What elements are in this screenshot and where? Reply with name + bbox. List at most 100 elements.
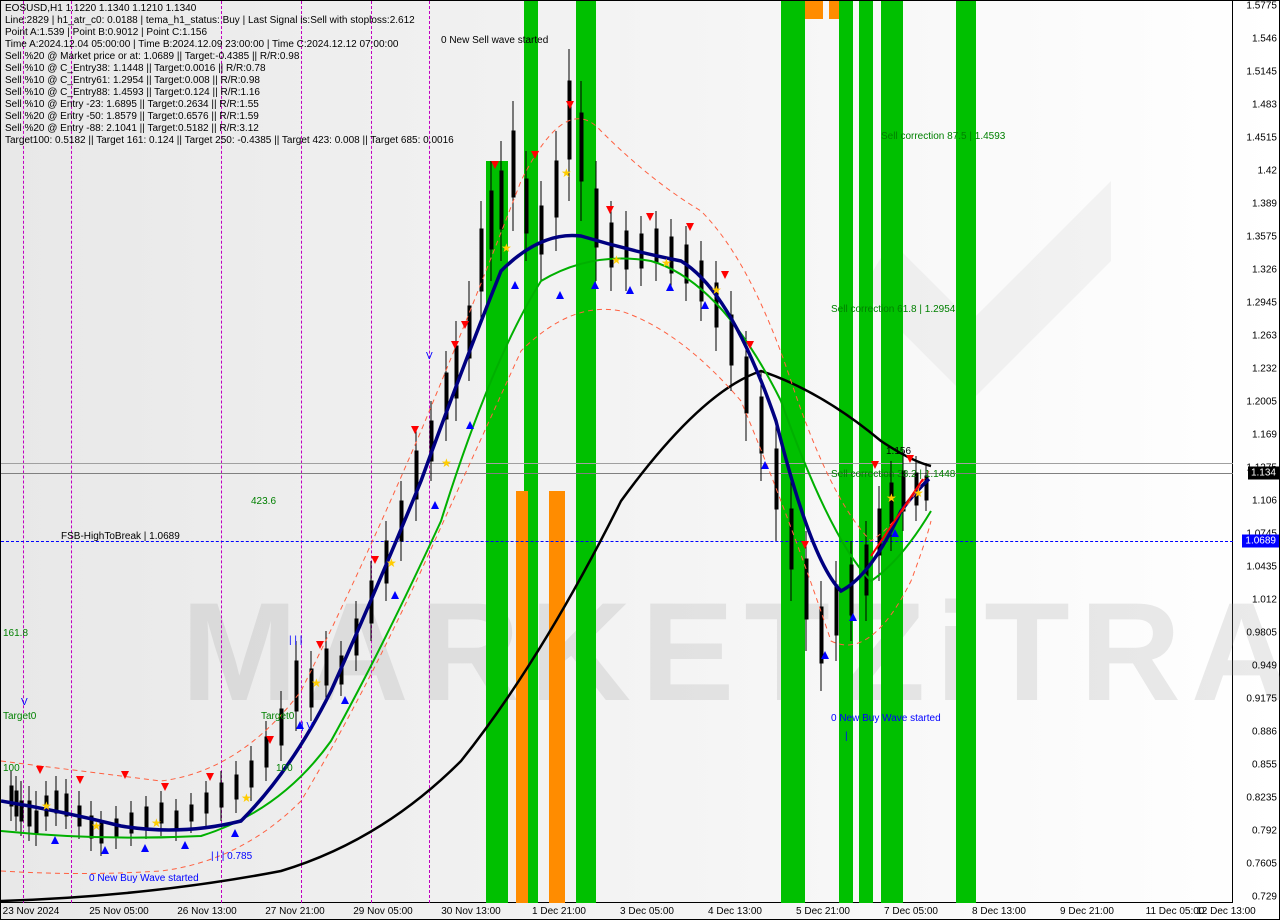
info-line: Sell %20 @ Entry -88: 2.1041 || Target:0…: [5, 123, 259, 134]
arrow-down-icon: [121, 771, 129, 779]
y-tick: 1.106: [1252, 496, 1277, 507]
annotation: 0 New Buy Wave started: [89, 873, 199, 884]
arrow-down-icon: [266, 736, 274, 744]
arrow-up-icon: [626, 286, 634, 294]
chart-container: MARKETZiTRADE FSB-HighToBreak | 1.0689: [0, 0, 1280, 920]
arrow-down-icon: [411, 426, 419, 434]
annotation: V: [426, 351, 433, 362]
x-tick: 29 Nov 05:00: [353, 906, 413, 917]
y-tick: 0.855: [1252, 760, 1277, 771]
y-tick: 1.42: [1258, 166, 1277, 177]
y-tick: 1.0435: [1246, 562, 1277, 573]
x-tick: 3 Dec 05:00: [620, 906, 674, 917]
y-tick: 0.7605: [1246, 859, 1277, 870]
star-icon: ★: [151, 816, 162, 830]
arrow-up-icon: [821, 651, 829, 659]
annotation: Target0: [261, 711, 294, 722]
arrow-down-icon: [76, 776, 84, 784]
arrow-up-icon: [891, 529, 899, 537]
arrow-down-icon: [871, 461, 879, 469]
arrow-up-icon: [341, 696, 349, 704]
arrow-down-icon: [371, 556, 379, 564]
star-icon: ★: [241, 791, 252, 805]
y-tick: 0.9175: [1246, 694, 1277, 705]
annotation: Sell correction 87.5 | 1.4593: [881, 131, 1005, 142]
y-tick: 1.483: [1252, 100, 1277, 111]
arrow-up-icon: [391, 591, 399, 599]
annotation: 100: [276, 763, 293, 774]
arrow-up-icon: [431, 501, 439, 509]
info-line: Time A:2024.12.04 05:00:00 | Time B:2024…: [5, 39, 398, 50]
arrow-up-icon: [666, 283, 674, 291]
x-tick: 5 Dec 21:00: [796, 906, 850, 917]
arrow-down-icon: [746, 341, 754, 349]
annotation: 1.156: [886, 446, 911, 457]
x-tick: 26 Nov 13:00: [177, 906, 237, 917]
star-icon: ★: [386, 556, 397, 570]
y-tick: 1.546: [1252, 34, 1277, 45]
arrow-down-icon: [36, 766, 44, 774]
price-label-current: 1.134: [1248, 467, 1279, 480]
info-line: Point A:1.539 | Point B:0.9012 | Point C…: [5, 27, 207, 38]
star-icon: ★: [611, 253, 622, 267]
arrow-down-icon: [531, 151, 539, 159]
ma-green: [1, 259, 931, 838]
arrow-up-icon: [591, 281, 599, 289]
info-line: Sell %10 @ C_Entry38: 1.1448 || Target:0…: [5, 63, 266, 74]
y-tick: 1.5145: [1246, 67, 1277, 78]
arrow-down-icon: [161, 783, 169, 791]
info-line: Sell %10 @ Entry -23: 1.6895 || Target:0…: [5, 99, 259, 110]
x-tick: 23 Nov 2024: [3, 906, 60, 917]
info-line: Sell %10 @ C_Entry88: 1.4593 || Target:0…: [5, 87, 260, 98]
y-tick: 1.3575: [1246, 232, 1277, 243]
arrow-up-icon: [466, 421, 474, 429]
y-tick: 1.326: [1252, 265, 1277, 276]
x-tick: 25 Nov 05:00: [89, 906, 149, 917]
annotation: 100: [3, 763, 20, 774]
annotation: 161.8: [3, 628, 28, 639]
y-tick: 0.8235: [1246, 793, 1277, 804]
info-line: Sell %10 @ C_Entry61: 1.2954 || Target:0…: [5, 75, 260, 86]
y-axis: 1.5775 1.546 1.5145 1.483 1.4515 1.42 1.…: [1231, 1, 1279, 903]
arrow-down-icon: [606, 206, 614, 214]
star-icon: ★: [711, 283, 722, 297]
ma-black: [1, 371, 931, 901]
arrow-up-icon: [556, 291, 564, 299]
arrow-up-icon: [511, 281, 519, 289]
info-line: Sell %20 @ Entry -50: 1.8579 || Target:0…: [5, 111, 259, 122]
annotation: | V: [301, 721, 313, 732]
chart-area[interactable]: MARKETZiTRADE FSB-HighToBreak | 1.0689: [1, 1, 1233, 903]
annotation: 0 New Sell wave started: [441, 35, 548, 46]
star-icon: ★: [41, 799, 52, 813]
annotation: Sell correction 38.2 | 1.1448: [831, 469, 955, 480]
y-tick: 1.389: [1252, 199, 1277, 210]
x-tick: 7 Dec 05:00: [884, 906, 938, 917]
y-tick: 0.729: [1252, 892, 1277, 903]
y-tick: 1.2945: [1246, 298, 1277, 309]
x-tick: 1 Dec 21:00: [532, 906, 586, 917]
y-tick: 0.886: [1252, 727, 1277, 738]
arrow-down-icon: [491, 161, 499, 169]
star-icon: ★: [91, 819, 102, 833]
arrow-up-icon: [849, 613, 857, 621]
chart-title: EOSUSD,H1 1.1220 1.1340 1.1210 1.1340: [5, 3, 196, 14]
x-tick: 12 Dec 13:00: [1196, 906, 1256, 917]
x-axis: 23 Nov 2024 25 Nov 05:00 26 Nov 13:00 27…: [1, 901, 1233, 919]
x-tick: 9 Dec 21:00: [1060, 906, 1114, 917]
y-tick: 1.5775: [1246, 1, 1277, 12]
star-icon: ★: [886, 491, 897, 505]
annotation: | | | 0.785: [211, 851, 252, 862]
arrow-down-icon: [461, 321, 469, 329]
arrow-down-icon: [686, 223, 694, 231]
annotation: V: [21, 697, 28, 708]
arrow-down-icon: [721, 271, 729, 279]
y-tick: 1.263: [1252, 331, 1277, 342]
arrow-up-icon: [761, 461, 769, 469]
arrow-down-icon: [451, 341, 459, 349]
annotation: Target0: [3, 711, 36, 722]
arrow-up-icon: [101, 846, 109, 854]
y-tick: 1.4515: [1246, 133, 1277, 144]
arrow-up-icon: [51, 836, 59, 844]
arrow-down-icon: [566, 101, 574, 109]
annotation: 0 New Buy Wave started: [831, 713, 941, 724]
